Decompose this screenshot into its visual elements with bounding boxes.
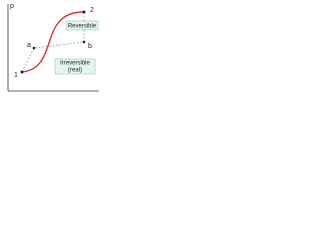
point-label: a: [27, 42, 31, 49]
annotation-box: [54, 58, 96, 75]
diagram: p 1 2 a b Reversible Irreversible (real): [7, 3, 99, 92]
axis-label: p: [10, 3, 14, 10]
point: [20, 70, 24, 74]
annotation: (real): [68, 68, 82, 74]
annotation: Reversible: [68, 23, 97, 29]
annotation: Irreversible: [60, 61, 90, 67]
point-label: 1: [14, 72, 18, 79]
point: [32, 46, 36, 50]
point: [82, 40, 86, 44]
annotation-box: [65, 20, 99, 31]
point-label: b: [88, 43, 92, 50]
point-label: 2: [90, 7, 94, 14]
irreversible-path: [21, 11, 85, 73]
page: {"axis": {"label": "p"}, "points": [{"la…: [0, 0, 320, 99]
point: [82, 10, 86, 14]
